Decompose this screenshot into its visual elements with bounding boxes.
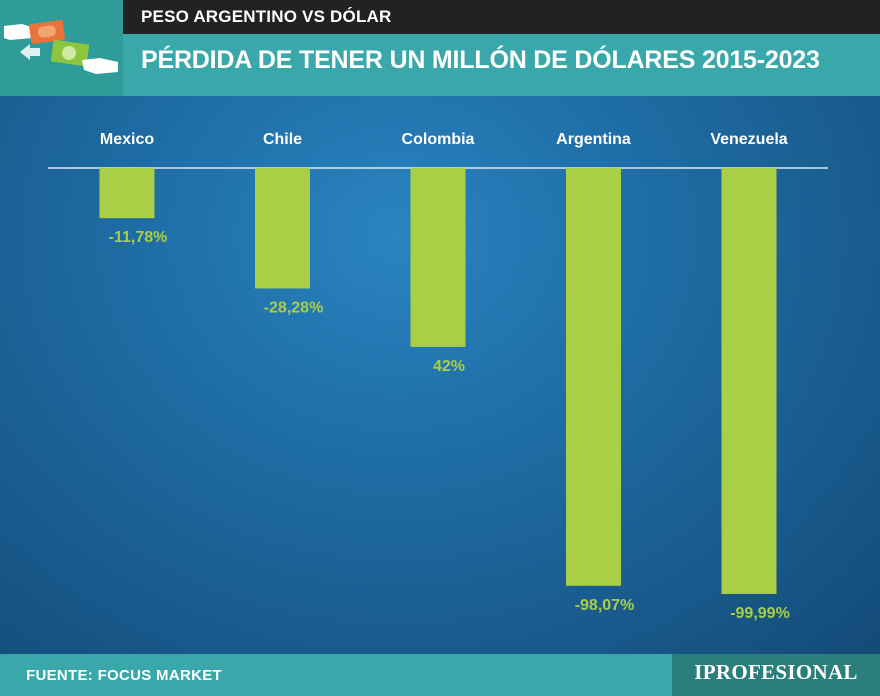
title-band — [123, 34, 880, 96]
category-label: Venezuela — [710, 131, 787, 148]
brand-logo: IPROFESIONAL — [694, 660, 858, 684]
bar — [721, 168, 777, 594]
kicker-band — [123, 0, 880, 34]
category-label: Mexico — [100, 131, 154, 148]
value-label: -98,07% — [575, 597, 635, 614]
category-label: Chile — [263, 131, 302, 148]
money-exchange-icon-graphic — [4, 19, 118, 74]
bar — [566, 168, 621, 586]
bar — [410, 168, 466, 347]
bar — [99, 168, 155, 219]
money-exchange-icon — [0, 0, 123, 96]
value-label: -11,78% — [109, 229, 168, 246]
brand-box — [672, 654, 880, 696]
chart-title: PÉRDIDA DE TENER UN MILLÓN DE DÓLARES 20… — [141, 46, 820, 74]
value-label: -28,28% — [264, 299, 324, 316]
source-note: FUENTE: FOCUS MARKET — [26, 667, 222, 684]
category-label: Argentina — [556, 131, 631, 148]
bar — [255, 168, 310, 289]
bar-chart: Mexico -11,78% Chile -28,28% Colombia 42% Arge… — [48, 131, 828, 622]
value-label: -99,99% — [730, 605, 790, 622]
kicker-text: PESO ARGENTINO VS DÓLAR — [141, 7, 392, 26]
category-label: Colombia — [402, 131, 475, 148]
value-label: 42% — [433, 358, 465, 375]
